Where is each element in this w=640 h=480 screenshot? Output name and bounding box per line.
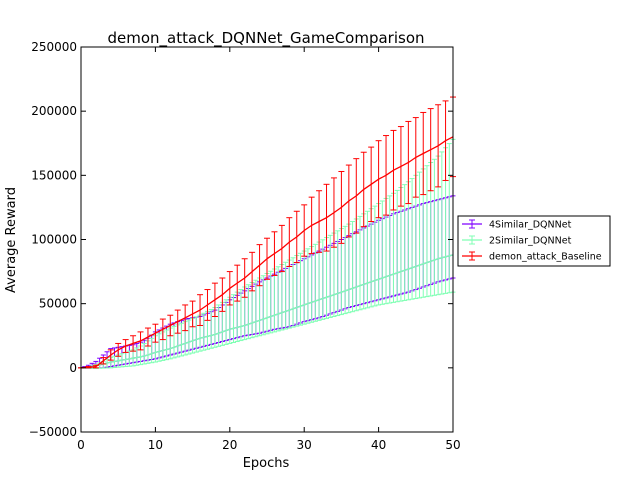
legend-entry: demon_attack_Baseline xyxy=(462,251,602,263)
legend-label: 2Similar_DQNNet xyxy=(489,236,572,247)
x-tick-label: 50 xyxy=(445,438,460,452)
x-tick-label: 40 xyxy=(371,438,386,452)
legend-box xyxy=(457,215,611,267)
x-tick-label: 10 xyxy=(148,438,163,452)
mean-line xyxy=(80,254,454,369)
legend-label: demon_attack_Baseline xyxy=(489,252,602,263)
legend-label: 4Similar_DQNNet xyxy=(489,220,572,231)
x-tick-label: 20 xyxy=(222,438,237,452)
x-axis-title: Epochs xyxy=(243,456,290,471)
y-tick-label: 250000 xyxy=(31,40,77,54)
series-2Similar_DQNNet xyxy=(78,138,456,369)
series-demon_attack_Baseline xyxy=(78,96,456,369)
y-tick-label: 150000 xyxy=(31,168,77,182)
ticks-layer: 0 10 20 30 40 50−5000005000010000015000020000… xyxy=(29,40,461,452)
legend: 4Similar_DQNNet 2Similar_DQNNet demon_atta… xyxy=(457,215,611,267)
mean-line xyxy=(80,136,454,369)
y-tick-label: 50000 xyxy=(39,297,77,311)
legend-entry: 4Similar_DQNNet xyxy=(462,219,572,231)
legend-entry: 2Similar_DQNNet xyxy=(462,235,572,247)
y-tick-label: −50000 xyxy=(29,425,77,439)
y-tick-label: 200000 xyxy=(31,104,77,118)
x-tick-label: 30 xyxy=(297,438,312,452)
chart-title: demon_attack_DQNNet_GameComparison xyxy=(108,29,425,48)
x-tick-label: 0 xyxy=(77,438,85,452)
y-tick-label: 0 xyxy=(69,361,77,375)
series-layer xyxy=(78,96,456,369)
y-tick-label: 100000 xyxy=(31,233,77,247)
y-axis-title: Average Reward xyxy=(4,187,19,293)
